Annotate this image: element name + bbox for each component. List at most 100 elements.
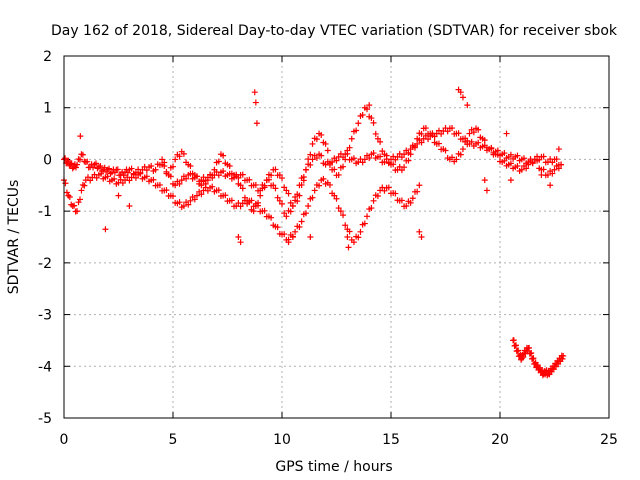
- data-point-marker: [475, 126, 482, 133]
- data-point-marker: [549, 170, 556, 177]
- data-point-marker: [72, 164, 79, 171]
- data-point-marker: [114, 166, 121, 173]
- data-point-marker: [405, 157, 412, 164]
- data-point-marker: [529, 160, 536, 167]
- data-point-marker: [359, 111, 366, 118]
- data-point-marker: [342, 156, 349, 163]
- data-points: [61, 86, 567, 379]
- data-point-marker: [370, 119, 377, 126]
- y-tick-label: -2: [38, 256, 52, 272]
- data-point-marker: [401, 164, 408, 171]
- data-point-marker: [307, 151, 314, 158]
- data-point-marker: [346, 228, 353, 235]
- data-point-marker: [345, 244, 352, 251]
- data-point-marker: [78, 187, 85, 194]
- data-point-marker: [348, 135, 355, 142]
- y-tick-label: 0: [43, 152, 52, 168]
- data-point-marker: [65, 157, 72, 164]
- data-point-marker: [228, 197, 235, 204]
- data-point-marker: [355, 234, 362, 241]
- data-point-marker: [97, 162, 104, 169]
- data-point-marker: [503, 130, 510, 137]
- data-point-marker: [285, 239, 292, 246]
- data-point-marker: [220, 152, 227, 159]
- data-point-marker: [340, 163, 347, 170]
- data-point-marker: [309, 140, 316, 147]
- data-point-marker: [237, 182, 244, 189]
- data-point-marker: [318, 152, 325, 159]
- data-point-marker: [494, 151, 501, 158]
- data-point-marker: [333, 157, 340, 164]
- data-point-marker: [346, 144, 353, 151]
- data-point-marker: [366, 155, 373, 162]
- data-point-marker: [75, 156, 82, 163]
- data-point-marker: [172, 182, 179, 189]
- data-point-marker: [215, 187, 222, 194]
- data-point-marker: [152, 166, 159, 173]
- data-point-marker: [449, 125, 456, 132]
- data-point-marker: [515, 347, 522, 354]
- data-point-marker: [307, 234, 314, 240]
- data-point-marker: [368, 205, 375, 212]
- chart-title: Day 162 of 2018, Sidereal Day-to-day VTE…: [51, 23, 618, 39]
- data-point-marker: [366, 102, 373, 109]
- data-point-marker: [126, 202, 133, 209]
- grid: [64, 56, 609, 418]
- data-point-marker: [239, 171, 246, 178]
- data-point-marker: [66, 194, 73, 201]
- data-point-marker: [165, 171, 172, 178]
- data-point-marker: [279, 200, 285, 207]
- y-tick-label: -1: [38, 204, 52, 220]
- data-point-marker: [344, 234, 351, 240]
- data-point-marker: [198, 191, 205, 198]
- data-point-marker: [176, 199, 183, 206]
- data-point-marker: [159, 156, 166, 163]
- data-point-marker: [361, 156, 368, 163]
- data-point-marker: [163, 187, 170, 194]
- data-point-marker: [525, 161, 532, 168]
- data-point-marker: [285, 190, 292, 197]
- data-point-marker: [298, 181, 305, 188]
- x-tick-label: 0: [60, 432, 69, 448]
- data-point-marker: [239, 185, 246, 192]
- data-point-marker: [64, 159, 71, 166]
- data-point-marker: [449, 154, 456, 161]
- data-point-marker: [287, 208, 294, 215]
- data-point-marker: [161, 162, 168, 169]
- data-point-marker: [307, 161, 314, 168]
- data-point-marker: [261, 207, 268, 214]
- data-point-marker: [296, 224, 303, 231]
- data-point-marker: [193, 173, 200, 180]
- data-point-marker: [501, 157, 508, 164]
- data-point-marker: [414, 135, 421, 142]
- data-point-marker: [263, 177, 270, 184]
- data-point-marker: [398, 197, 405, 204]
- data-point-marker: [453, 156, 460, 163]
- data-point-marker: [481, 177, 488, 184]
- data-point-marker: [294, 198, 301, 205]
- data-point-marker: [92, 160, 99, 167]
- data-point-marker: [156, 181, 163, 188]
- data-point-marker: [514, 162, 521, 169]
- data-point-marker: [316, 182, 323, 189]
- data-point-marker: [361, 220, 368, 227]
- data-point-marker: [464, 137, 471, 144]
- x-tick-label: 20: [491, 432, 509, 448]
- data-point-marker: [246, 176, 253, 183]
- data-point-marker: [191, 196, 198, 203]
- data-point-marker: [555, 146, 562, 153]
- data-point-marker: [457, 151, 464, 158]
- data-point-marker: [320, 175, 327, 182]
- data-point-marker: [270, 182, 277, 189]
- data-point-marker: [289, 202, 296, 209]
- data-point-marker: [507, 177, 514, 184]
- data-point-marker: [283, 213, 290, 220]
- data-point-marker: [459, 146, 466, 153]
- data-point-marker: [287, 199, 294, 206]
- data-point-marker: [253, 120, 260, 127]
- data-point-marker: [372, 130, 379, 137]
- x-tick-label: 15: [382, 432, 400, 448]
- data-point-marker: [401, 151, 408, 158]
- data-point-marker: [350, 239, 357, 246]
- data-point-marker: [79, 181, 86, 188]
